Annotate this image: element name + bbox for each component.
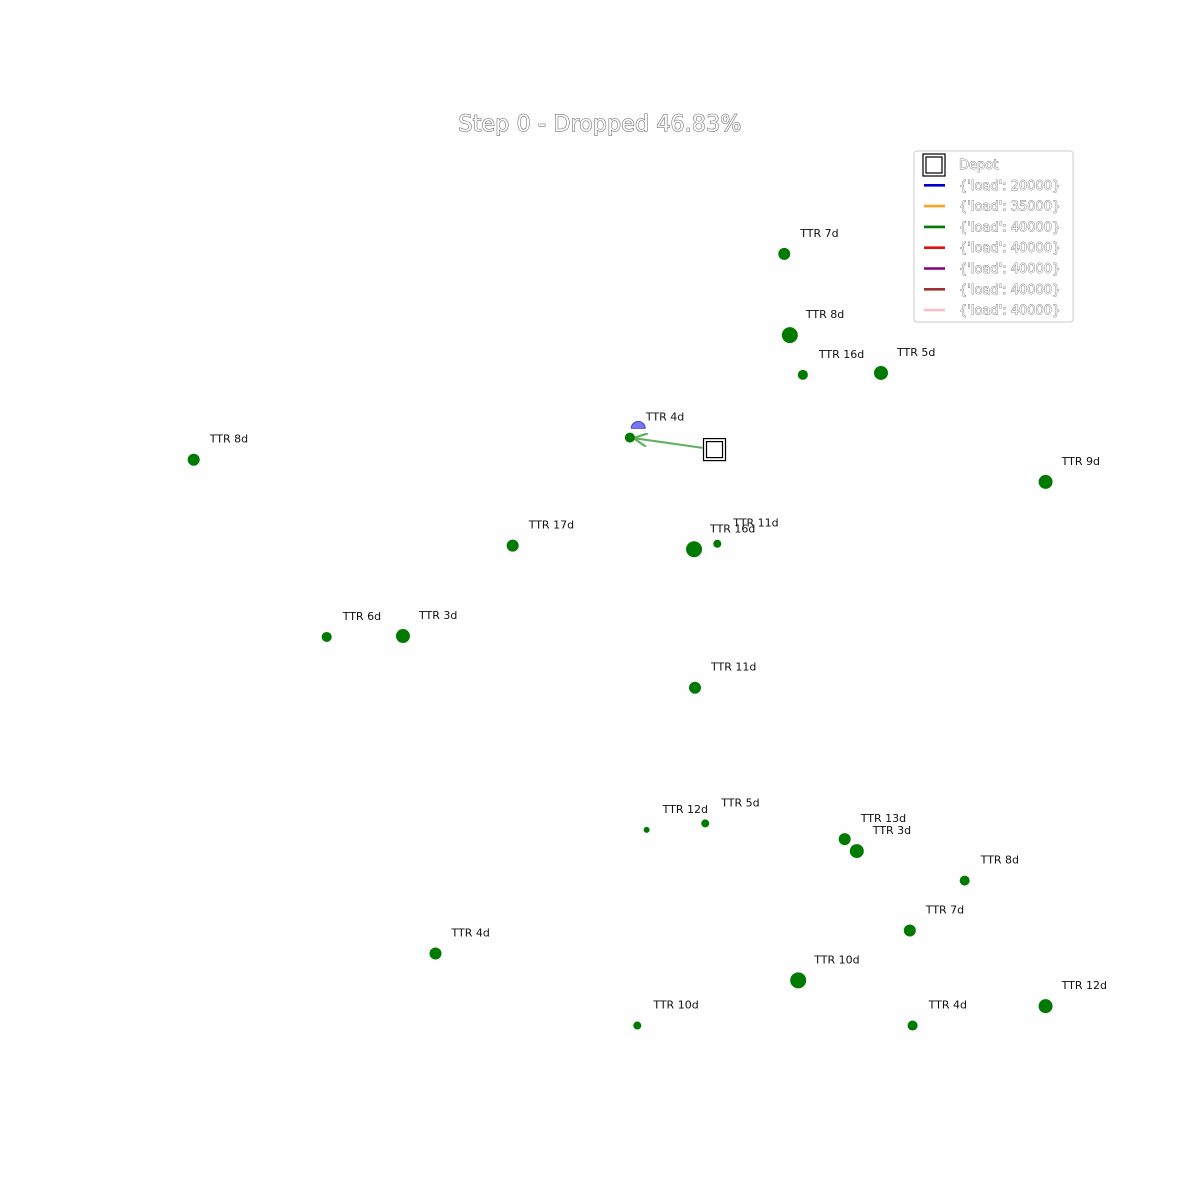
- point-label-19: TTR 4d: [451, 927, 490, 940]
- customer-point-2: [797, 369, 808, 380]
- point-label-0: TTR 7d: [799, 227, 838, 240]
- legend-label-1: {'load': 20000}: [959, 179, 1060, 194]
- point-label-7: TTR 17d: [528, 519, 574, 532]
- points-layer: [187, 247, 1053, 1031]
- legend-item-6: {'load': 40000}: [924, 282, 1061, 298]
- customer-point-23: [907, 1020, 918, 1031]
- point-label-22: TTR 10d: [652, 999, 698, 1012]
- point-label-4: TTR 4d: [645, 411, 684, 424]
- customer-point-10: [321, 631, 332, 642]
- point-label-5: TTR 8d: [209, 433, 248, 446]
- legend-label-4: {'load': 40000}: [959, 241, 1060, 256]
- point-label-9: TTR 11d: [732, 517, 778, 530]
- legend-item-4: {'load': 40000}: [924, 241, 1061, 257]
- customer-point-16: [849, 844, 864, 859]
- point-label-23: TTR 4d: [928, 999, 967, 1012]
- customer-point-0: [778, 247, 791, 260]
- customer-point-22: [633, 1021, 642, 1030]
- routes-layer: [630, 420, 703, 449]
- point-label-1: TTR 8d: [805, 308, 844, 321]
- legend-item-1: {'load': 20000}: [924, 178, 1061, 194]
- customer-point-17: [959, 875, 970, 886]
- customer-point-21: [1038, 999, 1053, 1014]
- legend-item-2: {'load': 35000}: [924, 199, 1061, 215]
- customer-point-20: [790, 972, 807, 989]
- legend-item-3: {'load': 40000}: [924, 220, 1061, 236]
- route-arrow-0: [635, 438, 703, 449]
- customer-point-11: [395, 629, 410, 644]
- customer-point-15: [838, 833, 851, 846]
- point-label-13: TTR 12d: [662, 803, 708, 816]
- customer-point-1: [781, 327, 798, 344]
- legend-label-6: {'load': 40000}: [959, 283, 1060, 298]
- customer-point-9: [713, 539, 722, 548]
- customer-point-12: [688, 681, 701, 694]
- customer-point-13: [643, 826, 650, 833]
- point-label-11: TTR 3d: [418, 609, 457, 622]
- depot-layer: [702, 437, 727, 462]
- point-label-21: TTR 12d: [1061, 979, 1107, 992]
- legend-label-7: {'load': 40000}: [959, 304, 1060, 319]
- legend-label-5: {'load': 40000}: [959, 262, 1060, 277]
- point-label-20: TTR 10d: [813, 953, 859, 966]
- point-label-12: TTR 11d: [710, 661, 756, 674]
- customer-point-6: [1038, 474, 1053, 489]
- point-label-14: TTR 5d: [720, 796, 759, 809]
- customer-point-8: [686, 541, 703, 558]
- point-label-18: TTR 7d: [925, 903, 964, 916]
- point-label-16: TTR 3d: [872, 824, 911, 837]
- legend-item-7: {'load': 40000}: [924, 303, 1061, 319]
- customer-point-3: [873, 365, 888, 380]
- legend: Depot {'load': 20000} {'load': 35000} {'loa…: [913, 150, 1074, 323]
- point-label-3: TTR 5d: [896, 346, 935, 359]
- labels-layer: TTR 7d TTR 8d TTR 16d TTR 5d TTR 4d TTR 8d TTR…: [209, 227, 1107, 1012]
- customer-point-18: [903, 924, 916, 937]
- legend-item-0: Depot: [922, 153, 999, 177]
- point-label-17: TTR 8d: [980, 854, 1019, 867]
- customer-point-19: [429, 947, 442, 960]
- point-label-15: TTR 13d: [860, 812, 906, 825]
- depot-marker: [702, 437, 727, 462]
- legend-label-2: {'load': 35000}: [959, 200, 1060, 215]
- legend-depot-icon: [922, 153, 946, 177]
- point-label-8: TTR 16d: [709, 522, 755, 535]
- point-label-6: TTR 9d: [1061, 455, 1100, 468]
- chart-title: Step 0 - Dropped 46.83%: [458, 112, 742, 138]
- customer-point-14: [701, 819, 710, 828]
- point-label-10: TTR 6d: [342, 610, 381, 623]
- route-wedge-marker: [630, 420, 646, 429]
- legend-label-0: Depot: [959, 158, 998, 173]
- legend-label-3: {'load': 40000}: [959, 220, 1060, 235]
- legend-item-5: {'load': 40000}: [924, 262, 1061, 277]
- point-label-2: TTR 16d: [818, 348, 864, 361]
- legend-box: [913, 150, 1074, 323]
- customer-point-7: [506, 539, 519, 552]
- customer-point-5: [187, 453, 200, 466]
- customer-point-4: [624, 432, 635, 443]
